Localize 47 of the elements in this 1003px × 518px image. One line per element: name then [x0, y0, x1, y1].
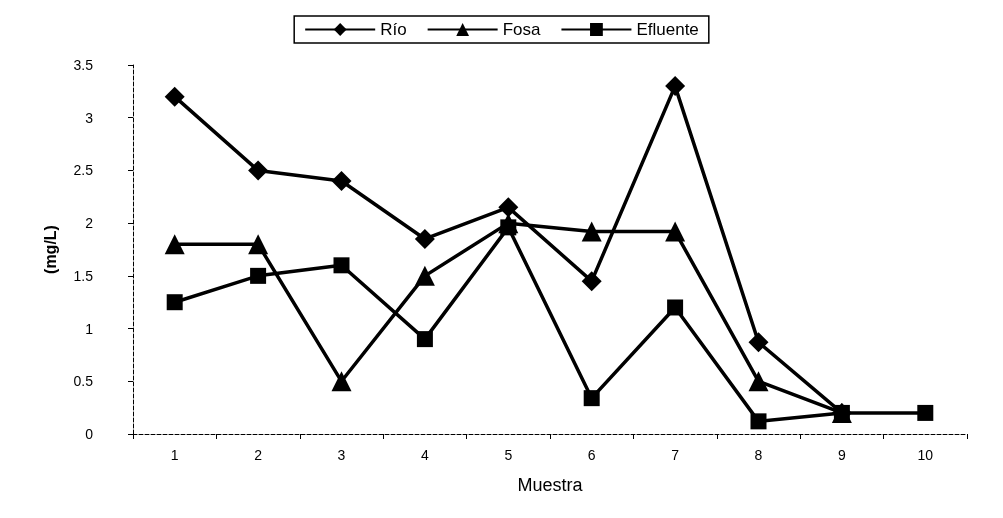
y-tick-label: 3.5 [73, 57, 94, 73]
x-tick-label: 3 [337, 447, 346, 463]
point [164, 234, 185, 255]
point [248, 234, 269, 255]
point [331, 170, 352, 191]
point [665, 76, 686, 97]
point [917, 404, 934, 421]
point [414, 265, 435, 286]
point [748, 371, 769, 392]
y-axis-title: (mg/L) [41, 225, 59, 274]
point [667, 299, 684, 316]
y-tick-label: 0.5 [73, 373, 94, 390]
point [498, 197, 519, 218]
x-tick-label: 2 [254, 447, 263, 463]
point [750, 413, 767, 430]
y-tick-label: 1 [85, 320, 94, 337]
x-axis-title: Muestra [517, 475, 584, 495]
point [164, 86, 185, 107]
x-tick-label: 9 [838, 447, 846, 463]
point [416, 331, 433, 348]
point [414, 228, 435, 249]
y-tick-label: 0 [85, 426, 94, 442]
point [583, 390, 600, 407]
point [331, 371, 352, 392]
y-tick-label: 3 [85, 109, 94, 126]
legend-label: Efluente [636, 20, 699, 39]
x-tick-label: 6 [587, 447, 596, 463]
point [581, 271, 602, 292]
x-tick-label: 1 [170, 447, 179, 463]
point [248, 160, 269, 181]
x-tick-label: 4 [421, 447, 429, 463]
point [748, 332, 769, 353]
y-tick-label: 1.5 [73, 267, 94, 284]
x-tick-label: 8 [754, 447, 763, 463]
point [166, 294, 183, 311]
x-tick-label: 7 [671, 447, 680, 463]
y-tick-label: 2.5 [73, 162, 94, 179]
point [333, 257, 350, 274]
point [581, 221, 602, 242]
legend-label: Fosa [502, 20, 541, 39]
x-tick-label: 10 [917, 447, 934, 463]
point [250, 267, 267, 284]
y-tick-label: 2 [85, 215, 94, 232]
point [500, 219, 517, 236]
legend-label: Río [380, 20, 407, 39]
point [665, 221, 686, 242]
x-tick-label: 5 [504, 447, 513, 463]
